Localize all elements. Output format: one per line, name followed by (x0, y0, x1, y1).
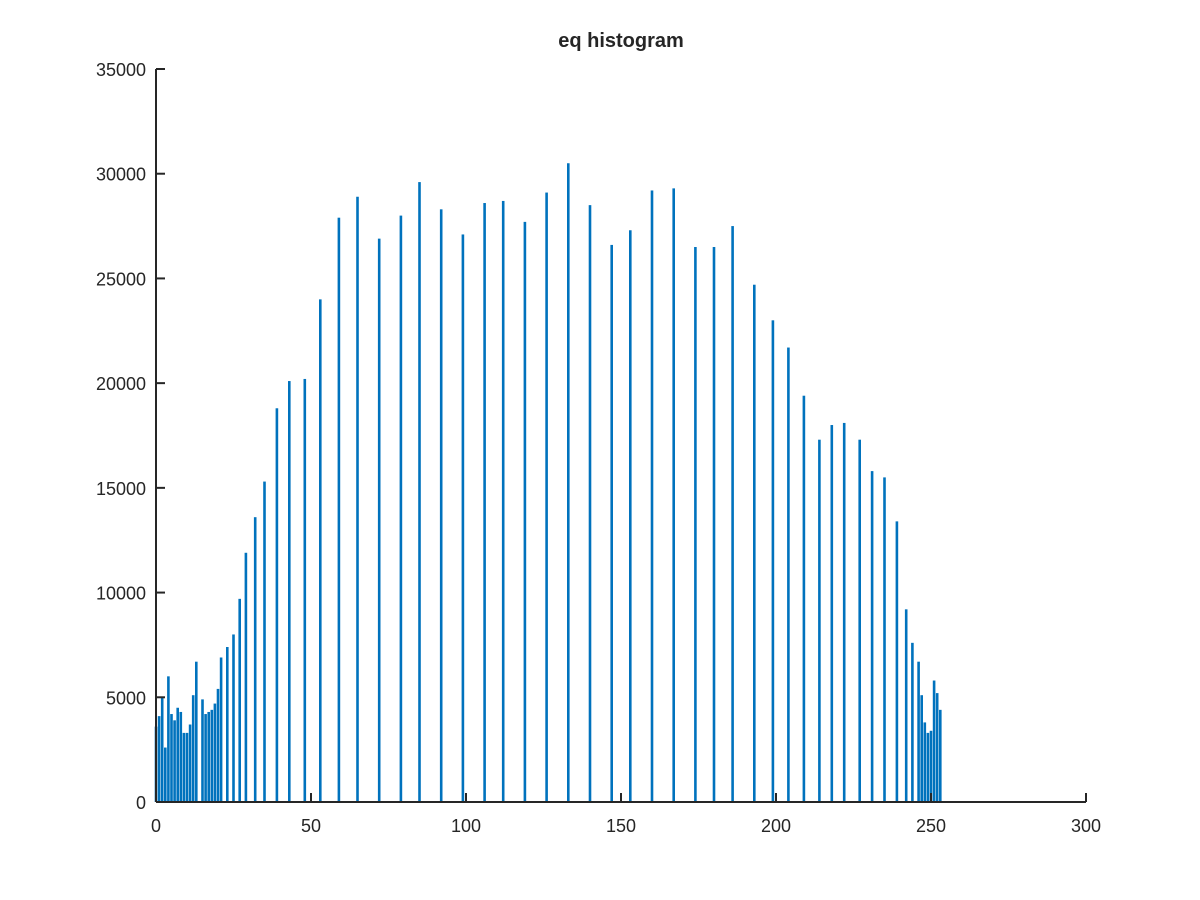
histogram-bar (842, 422, 846, 802)
histogram-bar (858, 439, 861, 802)
histogram-bar (170, 714, 173, 802)
histogram-bar (337, 217, 341, 802)
histogram-bar (164, 747, 167, 802)
histogram-bar (753, 284, 756, 803)
histogram-bar (275, 408, 279, 802)
histogram-bar (173, 720, 176, 802)
y-tick-label: 30000 (96, 165, 146, 185)
histogram-bar (356, 196, 359, 802)
histogram-bar (588, 205, 592, 802)
histogram-bar (213, 703, 217, 802)
histogram-bar (216, 688, 220, 802)
x-tick-label: 100 (451, 816, 481, 836)
histogram-bar (483, 203, 486, 802)
histogram-bar (461, 234, 465, 802)
histogram-bar (439, 209, 443, 802)
histogram-bar (232, 634, 235, 802)
histogram-bar (157, 716, 161, 802)
histogram-bar (694, 247, 697, 802)
histogram-bar (238, 598, 241, 802)
histogram-bar (712, 247, 716, 802)
histogram-bar (567, 163, 570, 803)
histogram-bar (501, 200, 505, 802)
histogram-bar (939, 709, 942, 802)
histogram-bar (883, 477, 886, 802)
histogram-bar (418, 182, 421, 803)
histogram-bar (191, 695, 195, 802)
histogram-bar (195, 661, 198, 802)
histogram-bar (917, 661, 920, 802)
histogram-bar (787, 347, 790, 802)
histogram-bar (182, 732, 186, 802)
histogram-bar (167, 676, 170, 802)
histogram-bar (802, 395, 806, 802)
histogram-bar (771, 320, 775, 802)
histogram-bar (263, 481, 266, 802)
y-tick-label: 25000 (96, 269, 146, 289)
x-tick-label: 200 (761, 816, 791, 836)
histogram-bar (830, 425, 834, 802)
histogram-bar (926, 732, 930, 802)
histogram-bar (377, 238, 381, 802)
y-tick-label: 35000 (96, 60, 146, 80)
histogram-bar (210, 709, 214, 802)
histogram-bar (932, 680, 936, 802)
y-tick-label: 15000 (96, 479, 146, 499)
histogram-bar (923, 722, 927, 802)
histogram-bar (629, 230, 632, 802)
histogram-bar (610, 244, 613, 803)
histogram-bar (895, 521, 899, 802)
x-tick-label: 250 (916, 816, 946, 836)
histogram-bar (179, 711, 183, 802)
histogram-bar (672, 188, 675, 802)
histogram-bar (207, 711, 210, 802)
histogram-bar (920, 695, 923, 802)
histogram-bar (319, 299, 322, 802)
histogram-bar (523, 221, 527, 802)
x-tick-label: 150 (606, 816, 636, 836)
histogram-bar (911, 642, 914, 802)
histogram-bar (219, 657, 223, 802)
histogram-bar (204, 714, 207, 802)
x-tick-label: 0 (151, 816, 161, 836)
histogram-bar (185, 732, 189, 802)
x-tick-label: 300 (1071, 816, 1101, 836)
histogram-bar (650, 190, 654, 803)
y-tick-label: 5000 (106, 688, 146, 708)
histogram-bar (201, 699, 204, 802)
chart-title: eq histogram (558, 30, 684, 52)
histogram-bar (935, 693, 939, 802)
x-tick-label: 50 (301, 816, 321, 836)
y-tick-label: 0 (136, 793, 146, 813)
axes-group: 0 50 100 150 200 250 300 0 5000 10000 15000 20000 25… (96, 60, 1101, 836)
histogram-bar (929, 730, 933, 802)
histogram-bar (176, 707, 179, 802)
histogram-bar (253, 517, 257, 802)
histogram-bar (188, 724, 192, 802)
histogram-bar (288, 381, 291, 802)
histogram-bar (818, 439, 821, 802)
histogram-bar (226, 647, 229, 802)
histogram-bar (399, 215, 403, 803)
y-tick-label: 20000 (96, 374, 146, 394)
histogram-bar (731, 226, 734, 802)
histogram-bar (904, 609, 908, 802)
histogram-bar (545, 192, 548, 802)
y-tick-label: 10000 (96, 584, 146, 604)
histogram-bar (244, 552, 248, 802)
histogram-bar (870, 471, 874, 802)
bars-group (154, 163, 942, 803)
histogram-bar (303, 378, 307, 802)
histogram-bar (160, 697, 164, 802)
